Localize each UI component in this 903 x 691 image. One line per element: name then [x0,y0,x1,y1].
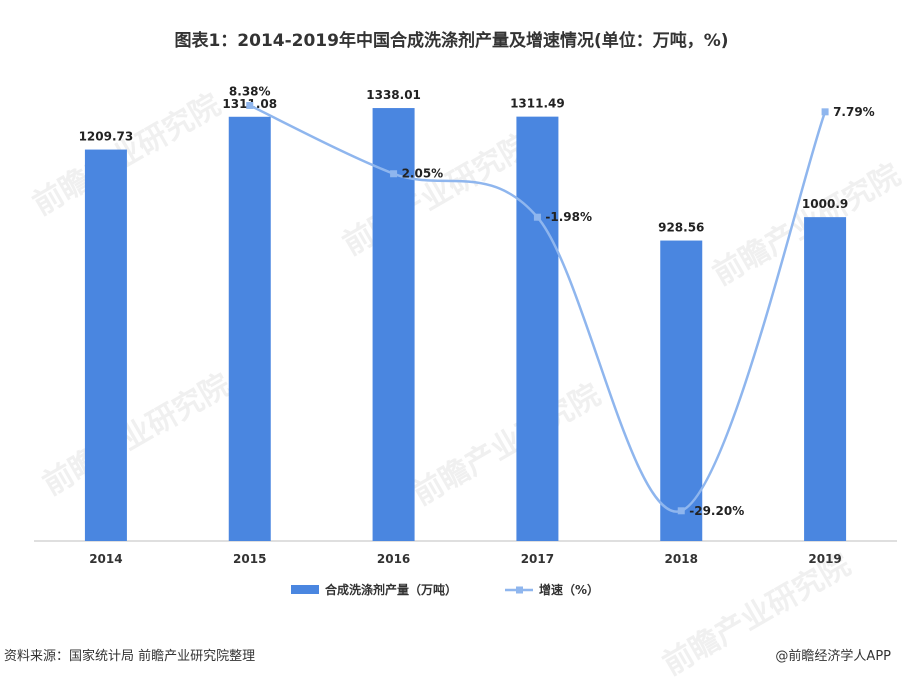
legend-line-label: 增速（%） [539,582,599,597]
bar-data-label: 1209.73 [79,130,134,144]
growth-data-label: 8.38% [229,84,271,98]
legend-line-marker [516,586,523,594]
growth-data-label: 2.05% [402,167,444,181]
bar-data-label: 1000.9 [802,197,848,211]
bar-data-label: 1338.01 [366,88,421,102]
combo-chart: 2014201520162017201820191209.731311.0813… [34,84,897,597]
x-tick-label: 2019 [808,552,841,566]
x-tick-label: 2016 [377,552,410,566]
growth-data-label: -1.98% [545,210,592,224]
bar-data-label: 928.56 [658,221,704,235]
chart-title: 图表1：2014-2019年中国合成洗涤剂产量及增速情况(单位：万吨，%) [174,31,729,51]
growth-line [249,104,827,513]
bar-2016 [372,108,415,541]
x-tick-label: 2017 [521,552,554,566]
bar-2015 [228,116,271,541]
x-tick-label: 2014 [89,552,122,566]
bar-2019 [804,217,847,541]
credit-note: @前瞻经济学人APP [775,649,891,664]
growth-point [677,507,685,515]
x-tick-label: 2015 [233,552,266,566]
growth-point [390,170,398,178]
growth-data-label: -29.20% [689,504,744,518]
bar-2018 [660,240,703,542]
growth-data-label: 7.79% [833,105,875,119]
growth-point [533,213,541,221]
growth-point [246,101,254,109]
growth-point [821,108,829,116]
x-tick-label: 2018 [665,552,698,566]
bar-2017 [516,116,559,541]
bar-2014 [84,149,127,542]
legend-bar-label: 合成洗涤剂产量（万吨） [325,582,457,597]
legend-bar-swatch [291,585,319,594]
bar-data-label: 1311.49 [510,97,565,111]
source-note: 资料来源：国家统计局 前瞻产业研究院整理 [4,649,256,664]
